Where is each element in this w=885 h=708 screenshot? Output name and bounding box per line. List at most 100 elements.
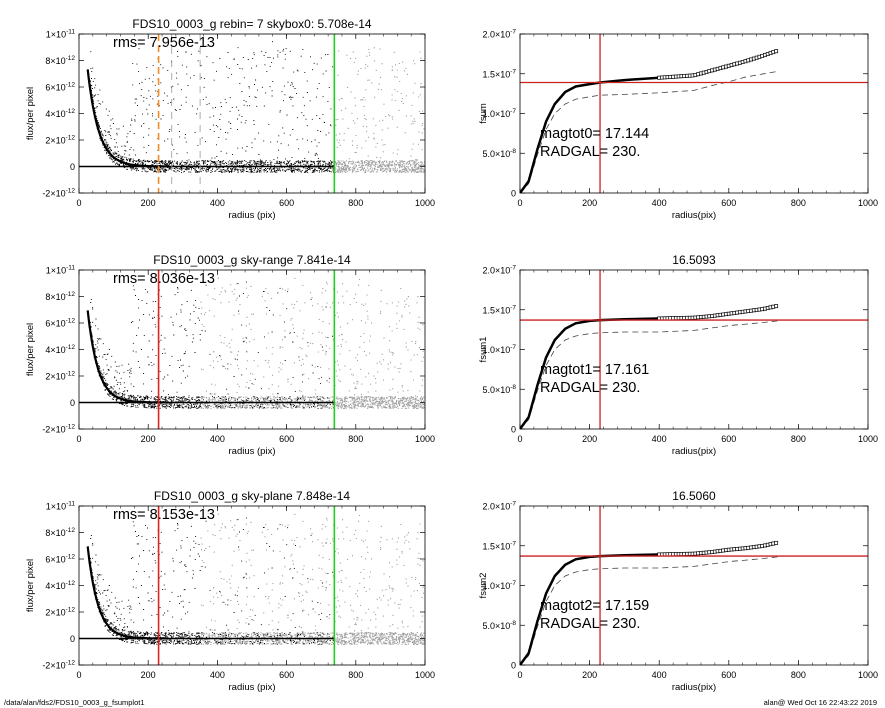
x-tick-label: 1000 [858,434,878,444]
y-tick-label: 6×10-12 [45,82,75,93]
y-tick-mantissa: 4×10 [45,581,65,591]
y-axis: 05.0×10-81.0×10-71.5×10-72.0×10-7 [482,501,868,671]
x-tick-label: 600 [721,198,736,208]
x-tick-label: 800 [791,670,806,680]
x-tick-label: 400 [210,434,225,444]
y-tick-mantissa: 2.0×10 [482,30,510,40]
y-tick-exponent: -12 [66,82,76,89]
y-axis-label: fsum2 [478,573,489,599]
scatter-points-galaxy [89,281,336,409]
y-tick-label: 1.0×10-7 [482,108,516,119]
dashed-curve [520,556,778,665]
x-tick-label: 200 [141,434,156,444]
y-tick-exponent: -12 [66,188,76,195]
y-tick-label: 2.0×10-7 [482,29,516,40]
cumulative-flux-curve [520,49,778,193]
dashed-curve [520,320,778,429]
x-axis: 0 200 400 600 800 1000 [76,506,435,680]
y-tick-label: 4×10-12 [45,344,75,355]
y-tick-mantissa: 5.0×10 [482,149,510,159]
x-tick-label: 600 [279,198,294,208]
y-tick-mantissa: 5.0×10 [482,385,510,395]
x-tick-label: 800 [791,434,806,444]
fit-annotation: RADGAL= 230. [540,144,640,160]
plot-frame [78,505,426,666]
x-tick-label: 1000 [858,670,878,680]
plot-area [79,270,425,429]
x-tick-label: 200 [582,670,597,680]
y-axis-label: fsum1 [478,337,489,363]
y-axis: -2×10-1202×10-124×10-126×10-128×10-121×1… [42,501,425,671]
y-tick-label: 0 [511,661,516,671]
x-axis: 0 200 400 600 800 1000 [517,506,878,680]
y-tick-exponent: -12 [66,607,76,614]
x-axis-label: radius (pix) [229,682,276,693]
y-tick-mantissa: 6×10 [45,555,65,565]
y-tick-exponent: -12 [66,108,76,115]
x-tick-label: 1000 [858,198,878,208]
plot-frame [519,269,869,430]
y-tick-label: 2.0×10-7 [482,501,516,512]
x-tick-label: 400 [652,434,667,444]
panel-3: rms= 8.036e-13 0 200 400 600 800 1000 radius (p… [25,253,435,457]
y-tick-exponent: -12 [66,580,76,587]
y-tick-mantissa: 1.0×10 [482,581,510,591]
x-axis-label: radius (pix) [229,446,276,457]
y-tick-label: 8×10-12 [45,527,75,538]
scatter-points-sky [334,47,425,173]
plot-area [520,506,868,665]
curve-marker [774,304,779,309]
profile-curve [86,69,169,168]
y-tick-exponent: -12 [66,371,76,378]
y-tick-exponent: -12 [66,318,76,325]
y-tick-mantissa: 0 [70,634,75,644]
y-tick-mantissa: 6×10 [45,83,65,93]
plot-frame [519,33,869,194]
y-tick-label: 2×10-12 [45,607,75,618]
y-tick-mantissa: 0 [70,162,75,172]
y-tick-exponent: -12 [66,554,76,561]
y-tick-exponent: -7 [510,68,516,75]
y-tick-mantissa: 1×10 [46,30,66,40]
x-tick-label: 600 [279,670,294,680]
y-tick-mantissa: 1.0×10 [482,109,510,119]
fit-annotation: magtot2= 17.159 [540,598,649,614]
rms-annotation: rms= 8.153e-13 [113,507,215,523]
panel-5: rms= 8.153e-13 0 200 400 600 800 1000 radius (p… [25,489,435,693]
y-tick-mantissa: -2×10 [42,189,65,199]
y-tick-exponent: -7 [510,540,516,547]
y-axis-label: flux/per pixel [25,323,36,376]
x-tick-label: 600 [279,434,294,444]
y-tick-exponent: -7 [510,501,516,508]
x-tick-label: 0 [76,198,81,208]
y-axis: 05.0×10-81.0×10-71.5×10-72.0×10-7 [482,265,868,435]
panel-title: FDS10_0003_g sky-plane 7.848e-14 [154,489,350,503]
y-axis: -2×10-1202×10-124×10-126×10-128×10-121×1… [42,29,425,199]
y-tick-mantissa: 0 [70,398,75,408]
y-tick-mantissa: 2.0×10 [482,266,510,276]
y-tick-label: 0 [511,425,516,435]
y-tick-mantissa: -2×10 [42,661,65,671]
y-axis: 05.0×10-81.0×10-71.5×10-72.0×10-7 [482,29,868,199]
x-tick-label: 600 [721,670,736,680]
scatter-points-sky [200,277,425,410]
x-tick-label: 400 [652,198,667,208]
plot-area [520,270,868,429]
x-tick-label: 1000 [415,198,435,208]
y-tick-mantissa: 1×10 [46,266,66,276]
y-tick-label: 0 [70,634,75,644]
y-tick-label: 1×10-11 [46,501,76,512]
y-tick-label: 1.0×10-7 [482,580,516,591]
y-tick-label: 5.0×10-8 [482,620,516,631]
y-tick-exponent: -8 [510,620,516,627]
y-tick-exponent: -12 [66,291,76,298]
fit-annotation: RADGAL= 230. [540,616,640,632]
x-tick-label: 0 [76,434,81,444]
x-axis: 0 200 400 600 800 1000 [76,34,435,208]
x-tick-label: 200 [141,198,156,208]
y-tick-mantissa: 8×10 [45,292,65,302]
x-tick-label: 400 [210,198,225,208]
y-tick-label: -2×10-12 [42,660,75,671]
y-tick-mantissa: 2×10 [45,372,65,382]
y-tick-mantissa: 0 [511,189,516,199]
